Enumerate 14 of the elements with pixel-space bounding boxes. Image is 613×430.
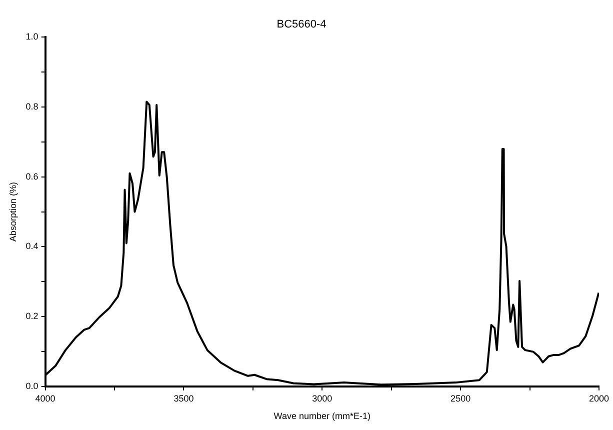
x-tick-label: 3500 xyxy=(174,393,194,404)
chart-title: BC5660-4 xyxy=(276,18,326,31)
x-axis-title: Wave number (mm*E-1) xyxy=(274,411,370,422)
x-tick-label: 4000 xyxy=(35,393,56,404)
y-tick-label: 0.8 xyxy=(26,102,38,112)
x-tick-label: 3000 xyxy=(312,393,332,404)
x-tick-label: 2000 xyxy=(588,393,610,404)
y-tick-label: 0.6 xyxy=(26,171,38,182)
y-tick-label: 0.0 xyxy=(26,380,38,391)
y-tick-label: 0.2 xyxy=(26,311,38,322)
y-tick-label: 0.4 xyxy=(26,241,38,252)
x-tick-label: 2500 xyxy=(450,393,471,404)
y-tick-label: 1.0 xyxy=(26,32,38,42)
y-axis-title: Absorption (%) xyxy=(8,182,18,242)
